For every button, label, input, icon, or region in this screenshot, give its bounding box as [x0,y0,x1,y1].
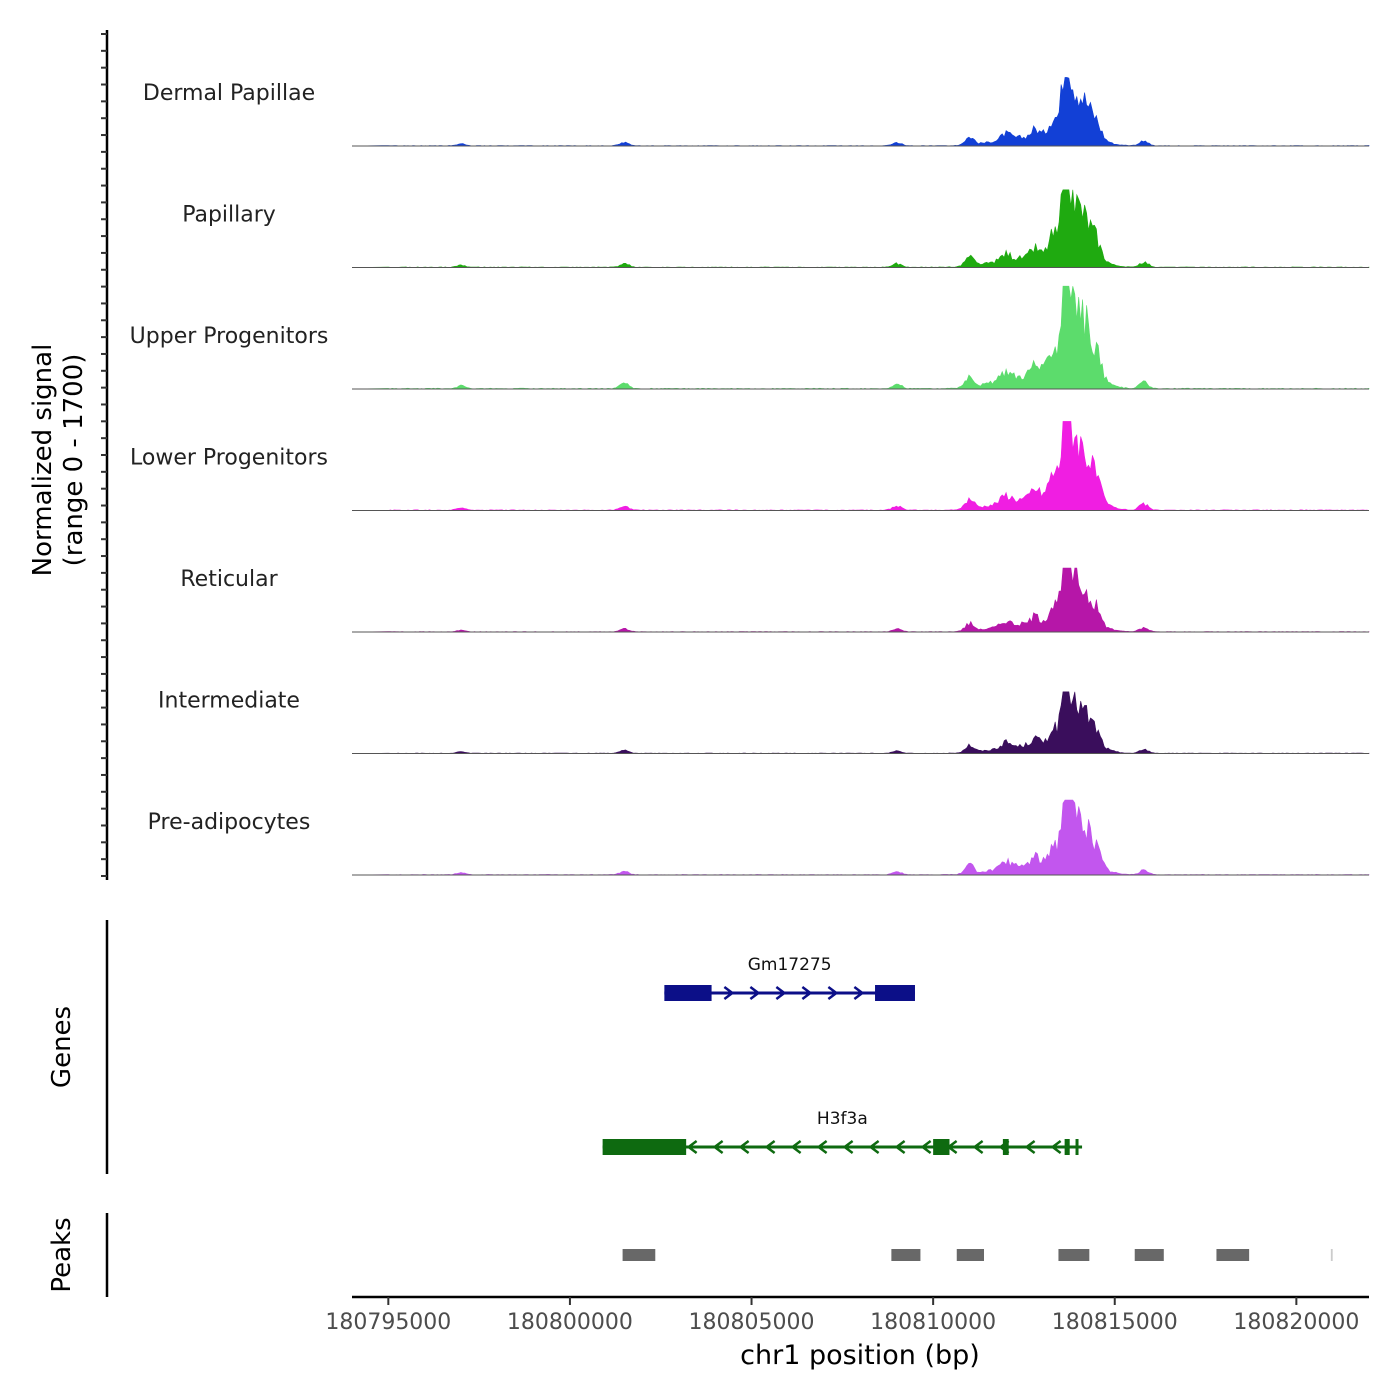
genes-panel-label: Genes [47,1006,77,1088]
exon-block [1002,1139,1009,1155]
coverage-track: Reticular [180,567,1370,633]
coverage-area [351,189,1370,268]
coverage-area [351,799,1370,876]
strand-arrow [738,1140,750,1154]
x-tick-label: 180815000 [1052,1310,1178,1335]
strand-arrow [972,1140,984,1154]
strand-arrow [712,1140,724,1154]
coverage-area [351,567,1370,633]
strand-arrow [1050,1140,1062,1154]
track-label: Papillary [182,203,276,228]
coverage-track: Lower Progenitors [130,421,1370,511]
strand-arrow [827,986,839,1000]
peak-region [956,1249,984,1261]
coverage-area [351,691,1370,754]
exon-block [933,1139,950,1155]
coverage-tracks: Dermal Papillae Papillary Upper Progenitor… [130,77,1370,876]
coverage-area [351,285,1370,390]
track-label: Dermal Papillae [143,81,315,106]
peak-region [1134,1249,1164,1261]
peak-region [891,1249,921,1261]
gene: H3f3a [602,1109,1083,1155]
exon-block [875,985,915,1001]
genes-panel: Gm17275 H3f3a [602,955,1083,1155]
x-tick-label: 180810000 [870,1310,996,1335]
strand-arrow [801,986,813,1000]
exon-block [1064,1139,1070,1155]
gene-label: H3f3a [817,1109,868,1129]
peak-region [1058,1249,1090,1261]
track-label: Intermediate [158,689,300,714]
strand-arrow [853,986,865,1000]
coverage-track: Intermediate [158,689,1370,754]
coverage-y-ticks [101,33,107,877]
strand-arrow [790,1140,802,1154]
coverage-track: Papillary [182,189,1370,268]
exon-block [602,1139,687,1155]
exon-block [1075,1139,1079,1155]
x-tick-label: 180800000 [507,1310,633,1335]
peak-region [622,1249,656,1261]
track-label: Upper Progenitors [130,324,329,349]
strand-arrow [749,986,761,1000]
coverage-area [351,77,1370,147]
gene: Gm17275 [664,955,915,1001]
strand-arrow [842,1140,854,1154]
track-label: Pre-adipocytes [148,810,311,835]
exon-block [664,985,712,1001]
peak-region [1330,1249,1333,1261]
peaks-panel-label: Peaks [47,1217,77,1292]
strand-arrow [816,1140,828,1154]
coverage-track: Upper Progenitors [130,285,1370,390]
y-axis-title-line1: Normalized signal [28,344,58,577]
strand-arrow [868,1140,880,1154]
strand-arrow [775,986,787,1000]
strand-arrow [1024,1140,1036,1154]
strand-arrow [723,986,735,1000]
gene-label: Gm17275 [748,955,832,975]
peak-region [1216,1249,1250,1261]
strand-arrow [764,1140,776,1154]
x-tick-label: 180820000 [1233,1310,1359,1335]
x-axis-ticks: 180795000 180800000 180805000 180810000 1808… [325,1297,1359,1335]
strand-arrow [894,1140,906,1154]
x-tick-label: 180805000 [689,1310,815,1335]
strand-arrow [686,1140,698,1154]
x-tick-label: 180795000 [325,1310,451,1335]
x-axis-title: chr1 position (bp) [740,1340,980,1371]
strand-arrow [920,1140,932,1154]
peaks-panel [622,1249,1333,1261]
y-axis-title-line2: (range 0 - 1700) [59,354,89,567]
coverage-track: Dermal Papillae [143,77,1370,147]
y-axis-title: Normalized signal (range 0 - 1700) [28,344,89,577]
coverage-area [352,421,1370,511]
track-label: Reticular [180,567,278,592]
coverage-track: Pre-adipocytes [148,799,1370,876]
track-label: Lower Progenitors [130,446,328,471]
